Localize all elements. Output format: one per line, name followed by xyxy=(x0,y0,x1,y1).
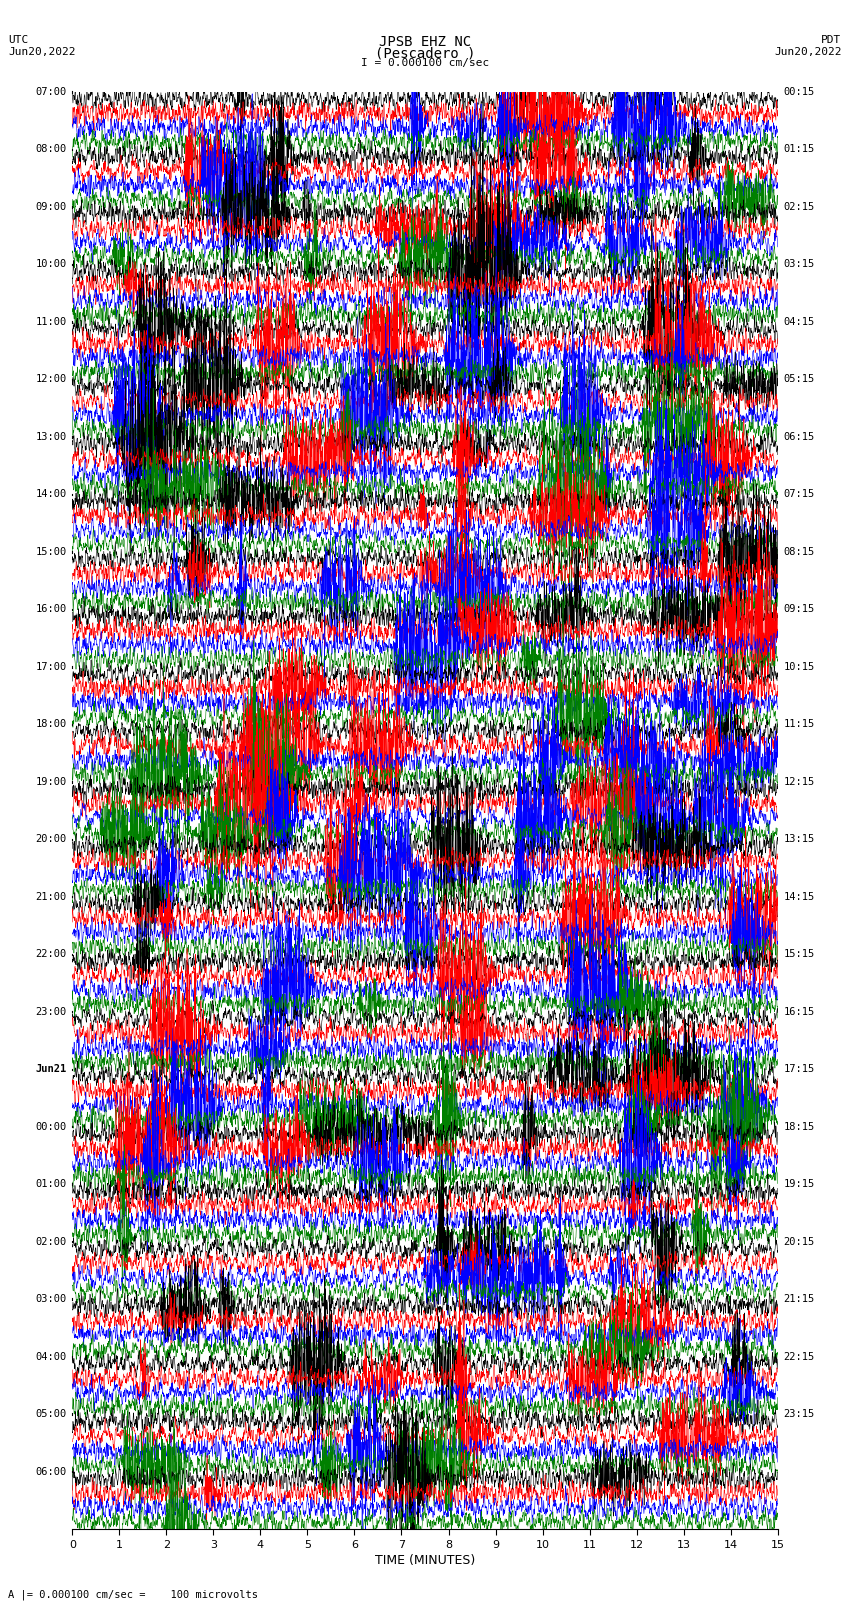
Text: 21:15: 21:15 xyxy=(784,1294,814,1305)
Text: 19:15: 19:15 xyxy=(784,1179,814,1189)
Text: 15:15: 15:15 xyxy=(784,950,814,960)
Text: 04:15: 04:15 xyxy=(784,316,814,327)
Text: 05:15: 05:15 xyxy=(784,374,814,384)
Text: Jun20,2022: Jun20,2022 xyxy=(8,47,76,56)
Text: A |= 0.000100 cm/sec =    100 microvolts: A |= 0.000100 cm/sec = 100 microvolts xyxy=(8,1589,258,1600)
Text: 00:00: 00:00 xyxy=(36,1121,66,1132)
Text: 19:00: 19:00 xyxy=(36,777,66,787)
Text: 03:15: 03:15 xyxy=(784,260,814,269)
Text: 09:15: 09:15 xyxy=(784,605,814,615)
Text: 18:00: 18:00 xyxy=(36,719,66,729)
Text: 09:00: 09:00 xyxy=(36,202,66,211)
Text: 10:00: 10:00 xyxy=(36,260,66,269)
Text: 17:00: 17:00 xyxy=(36,661,66,671)
Text: 20:00: 20:00 xyxy=(36,834,66,844)
Text: PDT: PDT xyxy=(821,35,842,45)
Text: 14:15: 14:15 xyxy=(784,892,814,902)
Text: 14:00: 14:00 xyxy=(36,489,66,500)
Text: 08:15: 08:15 xyxy=(784,547,814,556)
Text: 03:00: 03:00 xyxy=(36,1294,66,1305)
Text: 11:15: 11:15 xyxy=(784,719,814,729)
Text: 01:00: 01:00 xyxy=(36,1179,66,1189)
Text: 22:00: 22:00 xyxy=(36,950,66,960)
Text: 00:15: 00:15 xyxy=(784,87,814,97)
Text: 12:15: 12:15 xyxy=(784,777,814,787)
Text: 06:15: 06:15 xyxy=(784,432,814,442)
Text: 02:00: 02:00 xyxy=(36,1237,66,1247)
Text: 22:15: 22:15 xyxy=(784,1352,814,1361)
Text: UTC: UTC xyxy=(8,35,29,45)
Text: 20:15: 20:15 xyxy=(784,1237,814,1247)
Text: (Pescadero ): (Pescadero ) xyxy=(375,47,475,61)
Text: 17:15: 17:15 xyxy=(784,1065,814,1074)
Text: 01:15: 01:15 xyxy=(784,145,814,155)
Text: 10:15: 10:15 xyxy=(784,661,814,671)
Text: Jun21: Jun21 xyxy=(36,1065,66,1074)
Text: 15:00: 15:00 xyxy=(36,547,66,556)
Text: 16:15: 16:15 xyxy=(784,1007,814,1016)
Text: 16:00: 16:00 xyxy=(36,605,66,615)
Text: 23:00: 23:00 xyxy=(36,1007,66,1016)
Text: 13:15: 13:15 xyxy=(784,834,814,844)
Text: 11:00: 11:00 xyxy=(36,316,66,327)
Text: 07:15: 07:15 xyxy=(784,489,814,500)
Text: 13:00: 13:00 xyxy=(36,432,66,442)
Text: 23:15: 23:15 xyxy=(784,1410,814,1419)
Text: 05:00: 05:00 xyxy=(36,1410,66,1419)
X-axis label: TIME (MINUTES): TIME (MINUTES) xyxy=(375,1553,475,1566)
Text: 02:15: 02:15 xyxy=(784,202,814,211)
Text: 07:00: 07:00 xyxy=(36,87,66,97)
Text: 04:00: 04:00 xyxy=(36,1352,66,1361)
Text: 08:00: 08:00 xyxy=(36,145,66,155)
Text: 18:15: 18:15 xyxy=(784,1121,814,1132)
Text: 06:00: 06:00 xyxy=(36,1466,66,1476)
Text: 21:00: 21:00 xyxy=(36,892,66,902)
Text: 12:00: 12:00 xyxy=(36,374,66,384)
Text: I = 0.000100 cm/sec: I = 0.000100 cm/sec xyxy=(361,58,489,68)
Text: JPSB EHZ NC: JPSB EHZ NC xyxy=(379,35,471,50)
Text: Jun20,2022: Jun20,2022 xyxy=(774,47,842,56)
